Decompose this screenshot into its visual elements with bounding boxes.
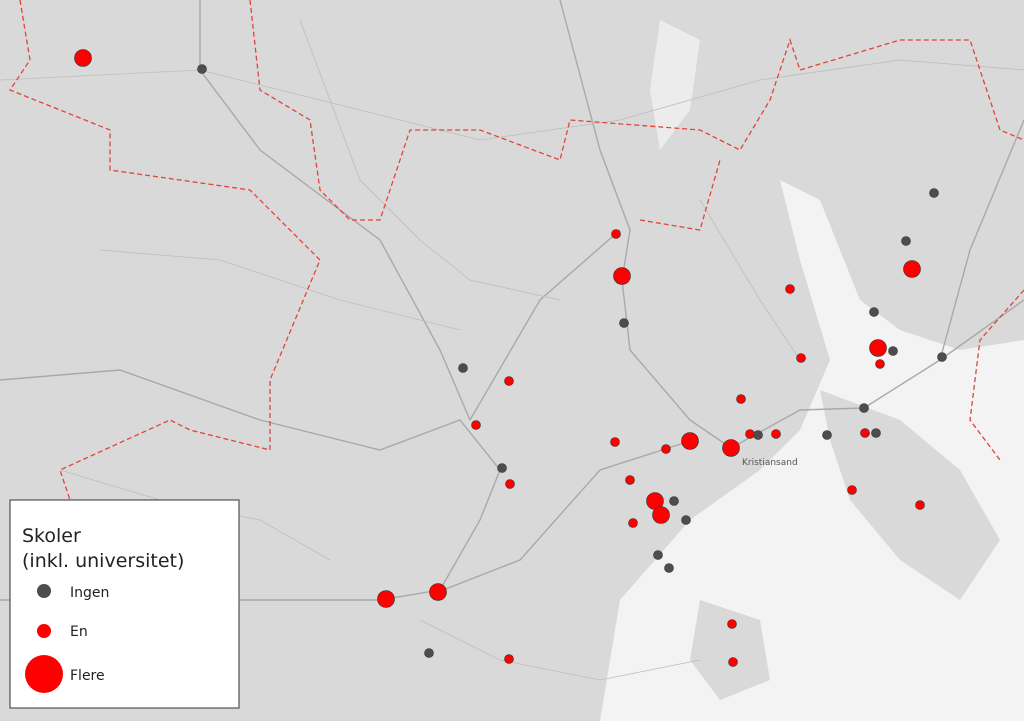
school-marker (727, 619, 737, 629)
school-marker (652, 506, 670, 524)
schools (74, 49, 947, 667)
school-marker (869, 339, 887, 357)
school-marker (859, 403, 869, 413)
school-marker (903, 260, 921, 278)
school-marker (661, 444, 671, 454)
school-marker (625, 475, 635, 485)
school-marker (901, 236, 911, 246)
school-marker (504, 654, 514, 664)
legend-label: En (70, 624, 88, 640)
school-marker (915, 500, 925, 510)
sea (600, 180, 1024, 721)
school-marker (681, 432, 699, 450)
island (820, 390, 1000, 600)
school-marker (429, 583, 447, 601)
school-marker (871, 428, 881, 438)
borders (9, 0, 1024, 501)
roads (0, 0, 1024, 681)
school-marker (736, 394, 746, 404)
legend: Skoler (inkl. universitet) Ingen En Fler… (9, 499, 240, 709)
school-marker (458, 363, 468, 373)
school-marker (847, 485, 857, 495)
school-marker (753, 430, 763, 440)
school-marker (860, 428, 870, 438)
school-marker (611, 229, 621, 239)
island (690, 600, 770, 700)
school-marker (745, 429, 755, 439)
school-marker (875, 359, 885, 369)
school-marker (610, 437, 620, 447)
school-marker (728, 657, 738, 667)
school-marker (619, 318, 629, 328)
school-marker (653, 550, 663, 560)
school-marker (888, 346, 898, 356)
legend-label: Ingen (70, 585, 109, 601)
school-marker (664, 563, 674, 573)
school-marker (197, 64, 207, 74)
legend-title: Skoler (22, 525, 81, 547)
school-marker (785, 284, 795, 294)
school-marker (628, 518, 638, 528)
legend-swatch (25, 655, 63, 693)
school-marker (497, 463, 507, 473)
school-marker (504, 376, 514, 386)
school-marker (669, 496, 679, 506)
school-marker (937, 352, 947, 362)
school-marker (471, 420, 481, 430)
school-marker (613, 267, 631, 285)
school-marker (681, 515, 691, 525)
lake (650, 20, 700, 150)
school-marker (771, 429, 781, 439)
legend-swatch (37, 624, 51, 638)
school-marker (822, 430, 832, 440)
school-marker (722, 439, 740, 457)
school-marker (424, 648, 434, 658)
school-marker (377, 590, 395, 608)
school-marker (74, 49, 92, 67)
school-marker (505, 479, 515, 489)
school-marker (796, 353, 806, 363)
legend-label: Flere (70, 668, 105, 684)
school-marker (869, 307, 879, 317)
legend-swatch (37, 584, 51, 598)
legend-subtitle: (inkl. universitet) (22, 550, 184, 572)
school-marker (929, 188, 939, 198)
place-label: Kristiansand (742, 458, 798, 468)
